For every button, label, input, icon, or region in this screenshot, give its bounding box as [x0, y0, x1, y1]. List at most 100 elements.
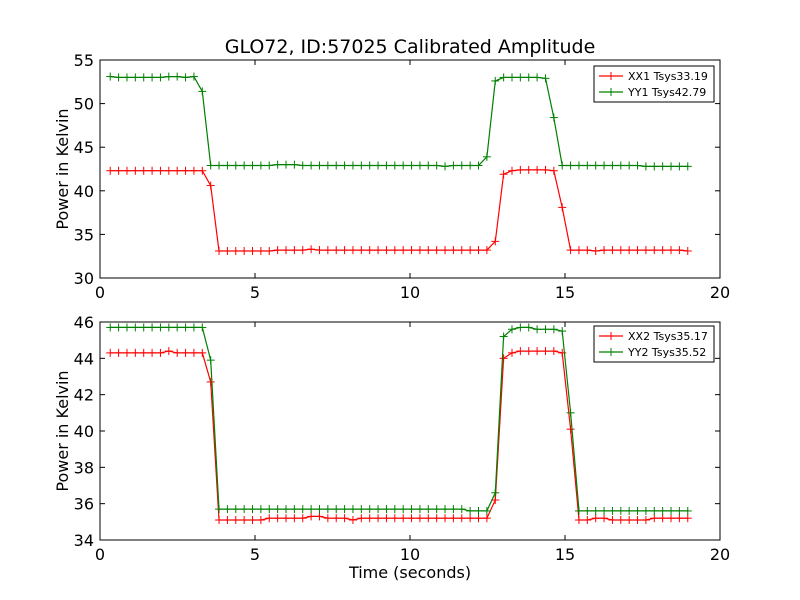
data-point-marker — [365, 514, 374, 523]
data-point-marker — [415, 514, 424, 523]
data-point-marker — [382, 246, 391, 255]
x-tick-label: 15 — [555, 283, 575, 302]
data-point-marker — [574, 161, 583, 170]
data-point-marker — [382, 161, 391, 170]
data-point-marker — [173, 323, 182, 332]
data-point-marker — [206, 181, 215, 190]
data-point-marker — [633, 161, 642, 170]
data-point-marker — [616, 506, 625, 515]
data-point-marker — [675, 506, 684, 515]
data-point-marker — [474, 506, 483, 515]
data-point-marker — [307, 505, 316, 514]
data-point-marker — [608, 506, 617, 515]
data-point-marker — [223, 246, 232, 255]
data-point-marker — [399, 246, 408, 255]
series-line-0 — [110, 350, 688, 521]
y-tick-label: 40 — [74, 422, 94, 441]
data-point-marker — [591, 506, 600, 515]
data-point-marker — [432, 514, 441, 523]
data-point-marker — [382, 514, 391, 523]
data-point-marker — [441, 505, 450, 514]
legend-swatch — [599, 72, 623, 80]
data-point-marker — [600, 506, 609, 515]
data-point-marker — [407, 505, 416, 514]
x-tick-label: 10 — [400, 283, 420, 302]
data-point-marker — [173, 166, 182, 175]
data-point-marker — [181, 73, 190, 82]
data-point-marker — [457, 514, 466, 523]
data-point-marker — [164, 347, 173, 356]
data-point-marker — [583, 506, 592, 515]
data-point-marker — [616, 516, 625, 525]
data-point-marker — [122, 348, 131, 357]
data-point-marker — [273, 505, 282, 514]
data-point-marker — [139, 323, 148, 332]
data-point-marker — [591, 514, 600, 523]
data-point-marker — [348, 246, 357, 255]
data-point-marker — [315, 512, 324, 521]
data-point-marker — [348, 516, 357, 525]
data-point-marker — [616, 246, 625, 255]
data-point-marker — [675, 514, 684, 523]
data-point-marker — [491, 488, 500, 497]
data-point-marker — [399, 514, 408, 523]
data-point-marker — [265, 514, 274, 523]
data-point-marker — [348, 161, 357, 170]
data-point-marker — [256, 505, 265, 514]
data-point-marker — [625, 506, 634, 515]
data-point-marker — [482, 514, 491, 523]
data-point-marker — [449, 514, 458, 523]
data-point-marker — [650, 514, 659, 523]
data-point-marker — [474, 514, 483, 523]
legend-swatch — [599, 88, 623, 96]
data-point-marker — [499, 354, 508, 363]
data-point-marker — [566, 161, 575, 170]
data-point-marker — [106, 72, 115, 81]
data-point-marker — [683, 506, 692, 515]
data-point-marker — [114, 323, 123, 332]
data-point-marker — [131, 166, 140, 175]
legend: XX1 Tsys33.19 YY1 Tsys42.79 — [593, 65, 715, 103]
data-point-marker — [106, 323, 115, 332]
data-point-marker — [215, 161, 224, 170]
y-axis-label: Power in Kelvin — [53, 108, 72, 229]
data-point-marker — [298, 505, 307, 514]
data-point-marker — [667, 514, 676, 523]
data-point-marker — [148, 166, 157, 175]
data-point-marker — [432, 246, 441, 255]
data-point-marker — [441, 514, 450, 523]
data-point-marker — [466, 161, 475, 170]
data-point-marker — [265, 246, 274, 255]
data-point-marker — [541, 347, 550, 356]
x-axis-label: Time (seconds) — [348, 563, 471, 582]
data-point-marker — [516, 165, 525, 174]
data-point-marker — [608, 246, 617, 255]
data-point-marker — [357, 505, 366, 514]
data-point-marker — [131, 73, 140, 82]
data-point-marker — [600, 514, 609, 523]
legend-label: YY2 Tsys35.52 — [627, 346, 706, 359]
data-point-marker — [374, 246, 383, 255]
data-point-marker — [173, 72, 182, 81]
y-tick-label: 46 — [74, 313, 94, 332]
chart-title: GLO72, ID:57025 Calibrated Amplitude — [225, 36, 596, 58]
data-point-marker — [256, 161, 265, 170]
data-point-marker — [290, 505, 299, 514]
y-tick-label: 35 — [74, 225, 94, 244]
data-point-marker — [323, 246, 332, 255]
data-point-marker — [658, 162, 667, 171]
data-point-marker — [290, 246, 299, 255]
data-point-marker — [332, 505, 341, 514]
y-tick-label: 44 — [74, 349, 94, 368]
data-point-marker — [683, 246, 692, 255]
data-point-marker — [583, 516, 592, 525]
data-point-marker — [365, 505, 374, 514]
data-point-marker — [265, 505, 274, 514]
data-point-marker — [600, 161, 609, 170]
data-point-marker — [482, 506, 491, 515]
data-point-marker — [524, 165, 533, 174]
data-point-marker — [683, 162, 692, 171]
data-point-marker — [583, 161, 592, 170]
data-point-marker — [332, 161, 341, 170]
